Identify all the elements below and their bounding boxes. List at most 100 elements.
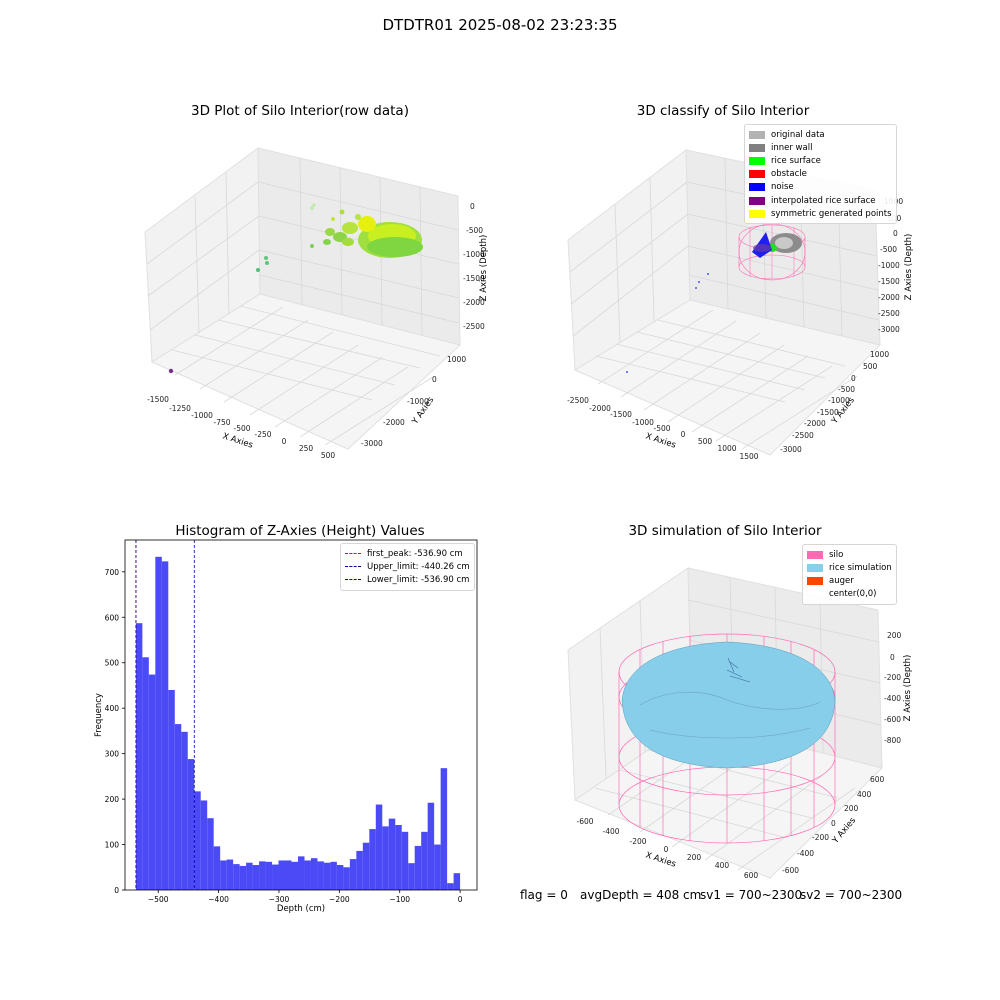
classify-x-tick: -1000 xyxy=(632,418,654,427)
classify-x-tick: 1500 xyxy=(739,452,758,461)
histogram-bar xyxy=(336,865,344,890)
classify-z-tick: -1500 xyxy=(878,277,900,286)
classify-y-tick: -1500 xyxy=(817,408,839,417)
histogram-x-tick-label: −100 xyxy=(389,895,410,904)
histogram-y-tick-label: 400 xyxy=(105,704,120,713)
sim-z-label: Z Axies (Depth) xyxy=(903,655,913,722)
legend-label: center(0,0) xyxy=(829,589,877,600)
histogram-bar xyxy=(297,856,305,890)
histogram-bar xyxy=(343,867,350,890)
classify-y-tick: -1000 xyxy=(828,396,850,405)
raw-x-tick: -1000 xyxy=(191,411,213,420)
legend-swatch xyxy=(807,550,823,559)
legend-swatch xyxy=(749,143,765,152)
classify-x-tick: -2000 xyxy=(589,404,611,413)
histogram-bar xyxy=(233,864,240,890)
legend-label: Lower_limit: -536.90 cm xyxy=(367,574,470,585)
legend-swatch xyxy=(749,130,765,139)
classify-plot-title: 3D classify of Silo Interior xyxy=(636,103,810,119)
raw-x-tick: -1250 xyxy=(169,404,191,413)
sim-y-tick: 200 xyxy=(844,804,859,813)
legend-swatch xyxy=(807,563,823,572)
legend-swatch xyxy=(749,209,765,218)
legend-entry-noise: noise xyxy=(749,181,892,194)
classify-z-tick: -2000 xyxy=(878,293,900,302)
raw-x-tick: 250 xyxy=(299,444,314,453)
histogram-bar xyxy=(401,831,409,890)
histogram-bar xyxy=(259,861,266,890)
classify-x-tick: 0 xyxy=(681,430,686,439)
classify-legend: original data inner wall rice surface ob… xyxy=(744,124,897,225)
histogram-bar xyxy=(135,623,143,890)
histogram-y-tick-label: 600 xyxy=(105,613,120,622)
raw-y-tick: -1000 xyxy=(407,397,429,406)
histogram-bar xyxy=(310,858,318,890)
classify-point-cloud xyxy=(626,223,806,373)
raw-z-tick: -1000 xyxy=(463,250,485,259)
histogram-y-tick-label: 300 xyxy=(105,750,120,759)
legend-swatch xyxy=(807,576,823,585)
legend-swatch xyxy=(807,590,823,598)
legend-label: interpolated rice surface xyxy=(771,195,876,206)
sim-x-label: X Axies xyxy=(644,850,677,869)
histogram-y-ticks: 0 100 200 300 400 500 600 700 xyxy=(105,568,125,895)
histogram-bar xyxy=(272,864,279,890)
histogram-bar xyxy=(291,861,298,890)
histogram-y-tick-label: 0 xyxy=(114,886,119,895)
raw-z-tick: -500 xyxy=(466,226,483,235)
sim-z-tick: 200 xyxy=(887,631,902,640)
histogram-bar xyxy=(168,690,175,890)
classify-z-tick: -2500 xyxy=(878,309,900,318)
legend-label: Upper_limit: -440.26 cm xyxy=(367,561,470,572)
histogram-bar xyxy=(226,859,234,890)
raw-z-tick: -2000 xyxy=(463,298,485,307)
legend-label: symmetric generated points xyxy=(771,208,892,219)
legend-label: obstacle xyxy=(771,169,807,180)
histogram-bar xyxy=(323,862,331,890)
legend-line xyxy=(345,579,361,581)
classify-y-tick: 500 xyxy=(863,362,878,371)
histogram-bar xyxy=(395,825,402,890)
histogram-bar xyxy=(408,863,415,890)
raw-z-tick: -2500 xyxy=(463,322,485,331)
sim-x-tick: -600 xyxy=(576,817,593,826)
histogram-frame xyxy=(124,539,478,891)
histogram-y-tick-label: 200 xyxy=(105,795,120,804)
histogram-y-label: Frequency xyxy=(94,693,104,737)
status-avg-depth: avgDepth = 408 cm xyxy=(580,888,702,902)
histogram-x-tick-label: 0 xyxy=(458,895,463,904)
raw-y-tick: 0 xyxy=(432,375,437,384)
legend-label: first_peak: -536.90 cm xyxy=(367,548,463,559)
sim-x-tick: 600 xyxy=(744,871,759,880)
raw-x-tick: -250 xyxy=(254,430,271,439)
histogram-y-tick-label: 500 xyxy=(105,659,120,668)
legend-label: noise xyxy=(771,182,794,193)
legend-swatch xyxy=(749,156,765,165)
sim-x-ticks: -600 -400 -200 0 200 400 600 xyxy=(576,817,758,880)
histogram-bar xyxy=(453,873,461,890)
classify-y-tick: -3000 xyxy=(780,445,802,454)
histogram-bar xyxy=(252,865,260,890)
raw-y-tick: 1000 xyxy=(447,355,466,364)
status-sv1: sv1 = 700~2300 xyxy=(700,888,803,902)
histogram-bar xyxy=(187,759,195,890)
sim-z-ticks: 200 0 -200 -400 -600 -800 xyxy=(884,631,902,745)
legend-entry-first-peak: first_peak: -536.90 cm xyxy=(345,547,470,560)
legend-entry-rice-simulation: rice simulation xyxy=(807,561,892,574)
histogram-x-tick-label: −200 xyxy=(329,895,350,904)
legend-label: original data xyxy=(771,129,825,140)
histogram-x-tick-label: −500 xyxy=(148,895,169,904)
classify-y-ticks: 1000 500 0 -500 -1000 -1500 -2000 -2500 … xyxy=(780,350,889,454)
histogram-bar xyxy=(369,829,376,890)
classify-x-ticks: -2500 -2000 -1500 -1000 -500 0 500 1000 … xyxy=(567,396,759,461)
histogram-bar xyxy=(278,860,286,890)
sim-x-tick: 0 xyxy=(664,845,669,854)
histogram-bar xyxy=(304,860,311,890)
classify-x-tick: -2500 xyxy=(567,396,589,405)
histogram-bar xyxy=(414,845,422,890)
raw-x-tick: 0 xyxy=(282,437,287,446)
sim-rice-contour xyxy=(639,691,821,710)
sim-x-tick: -200 xyxy=(629,837,646,846)
